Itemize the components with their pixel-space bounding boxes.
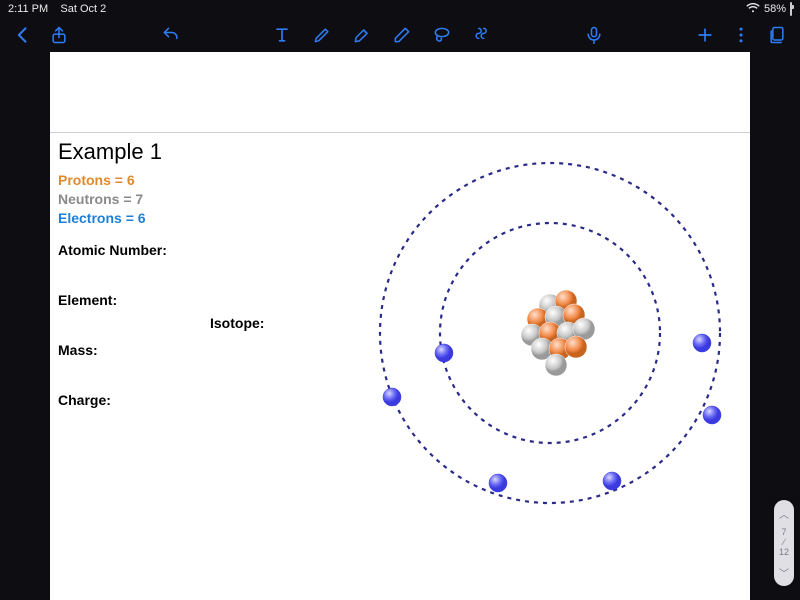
status-right: 58% [746, 3, 792, 16]
wifi-icon [746, 3, 760, 16]
atom-diagram [360, 133, 740, 513]
element-label: Element: [58, 292, 133, 308]
battery-icon [790, 3, 792, 15]
tool-group [267, 20, 497, 50]
chevron-down-icon: ﹀ [779, 565, 789, 580]
back-button[interactable] [8, 20, 38, 50]
status-left: 2:11 PM Sat Oct 2 [8, 3, 106, 15]
status-bar: 2:11 PM Sat Oct 2 58% [0, 0, 800, 18]
example-1-section: Example 1 Protons = 6 Neutrons = 7 Elect… [50, 133, 750, 452]
pen-tool-button[interactable] [307, 20, 337, 50]
page: Example 1 Protons = 6 Neutrons = 7 Elect… [50, 52, 750, 600]
text-tool-button[interactable] [267, 20, 297, 50]
page-indicator[interactable]: ︿ 7 ∕ 12 ﹀ [774, 500, 794, 586]
mass-label: Mass: [58, 342, 133, 358]
status-date: Sat Oct 2 [60, 3, 106, 15]
atomic-number-label: Atomic Number: [58, 242, 167, 258]
toolbar [0, 18, 800, 52]
pages-button[interactable] [762, 20, 792, 50]
lasso-tool-button[interactable] [427, 20, 457, 50]
shape-tool-button[interactable] [467, 20, 497, 50]
status-time: 2:11 PM [8, 3, 48, 15]
page-indicator-numbers: 7 ∕ 12 [779, 528, 789, 558]
eraser-tool-button[interactable] [387, 20, 417, 50]
highlighter-tool-button[interactable] [347, 20, 377, 50]
mic-button[interactable] [579, 20, 609, 50]
document-viewport[interactable]: Example 1 Protons = 6 Neutrons = 7 Elect… [0, 52, 800, 600]
total-pages: 12 [779, 548, 789, 558]
chevron-up-icon: ︿ [779, 506, 789, 521]
more-button[interactable] [726, 20, 756, 50]
undo-button[interactable] [156, 20, 186, 50]
charge-label: Charge: [58, 392, 133, 408]
isotope-label: Isotope: [210, 315, 264, 331]
add-button[interactable] [690, 20, 720, 50]
battery-label: 58% [764, 3, 786, 15]
share-button[interactable] [44, 20, 74, 50]
